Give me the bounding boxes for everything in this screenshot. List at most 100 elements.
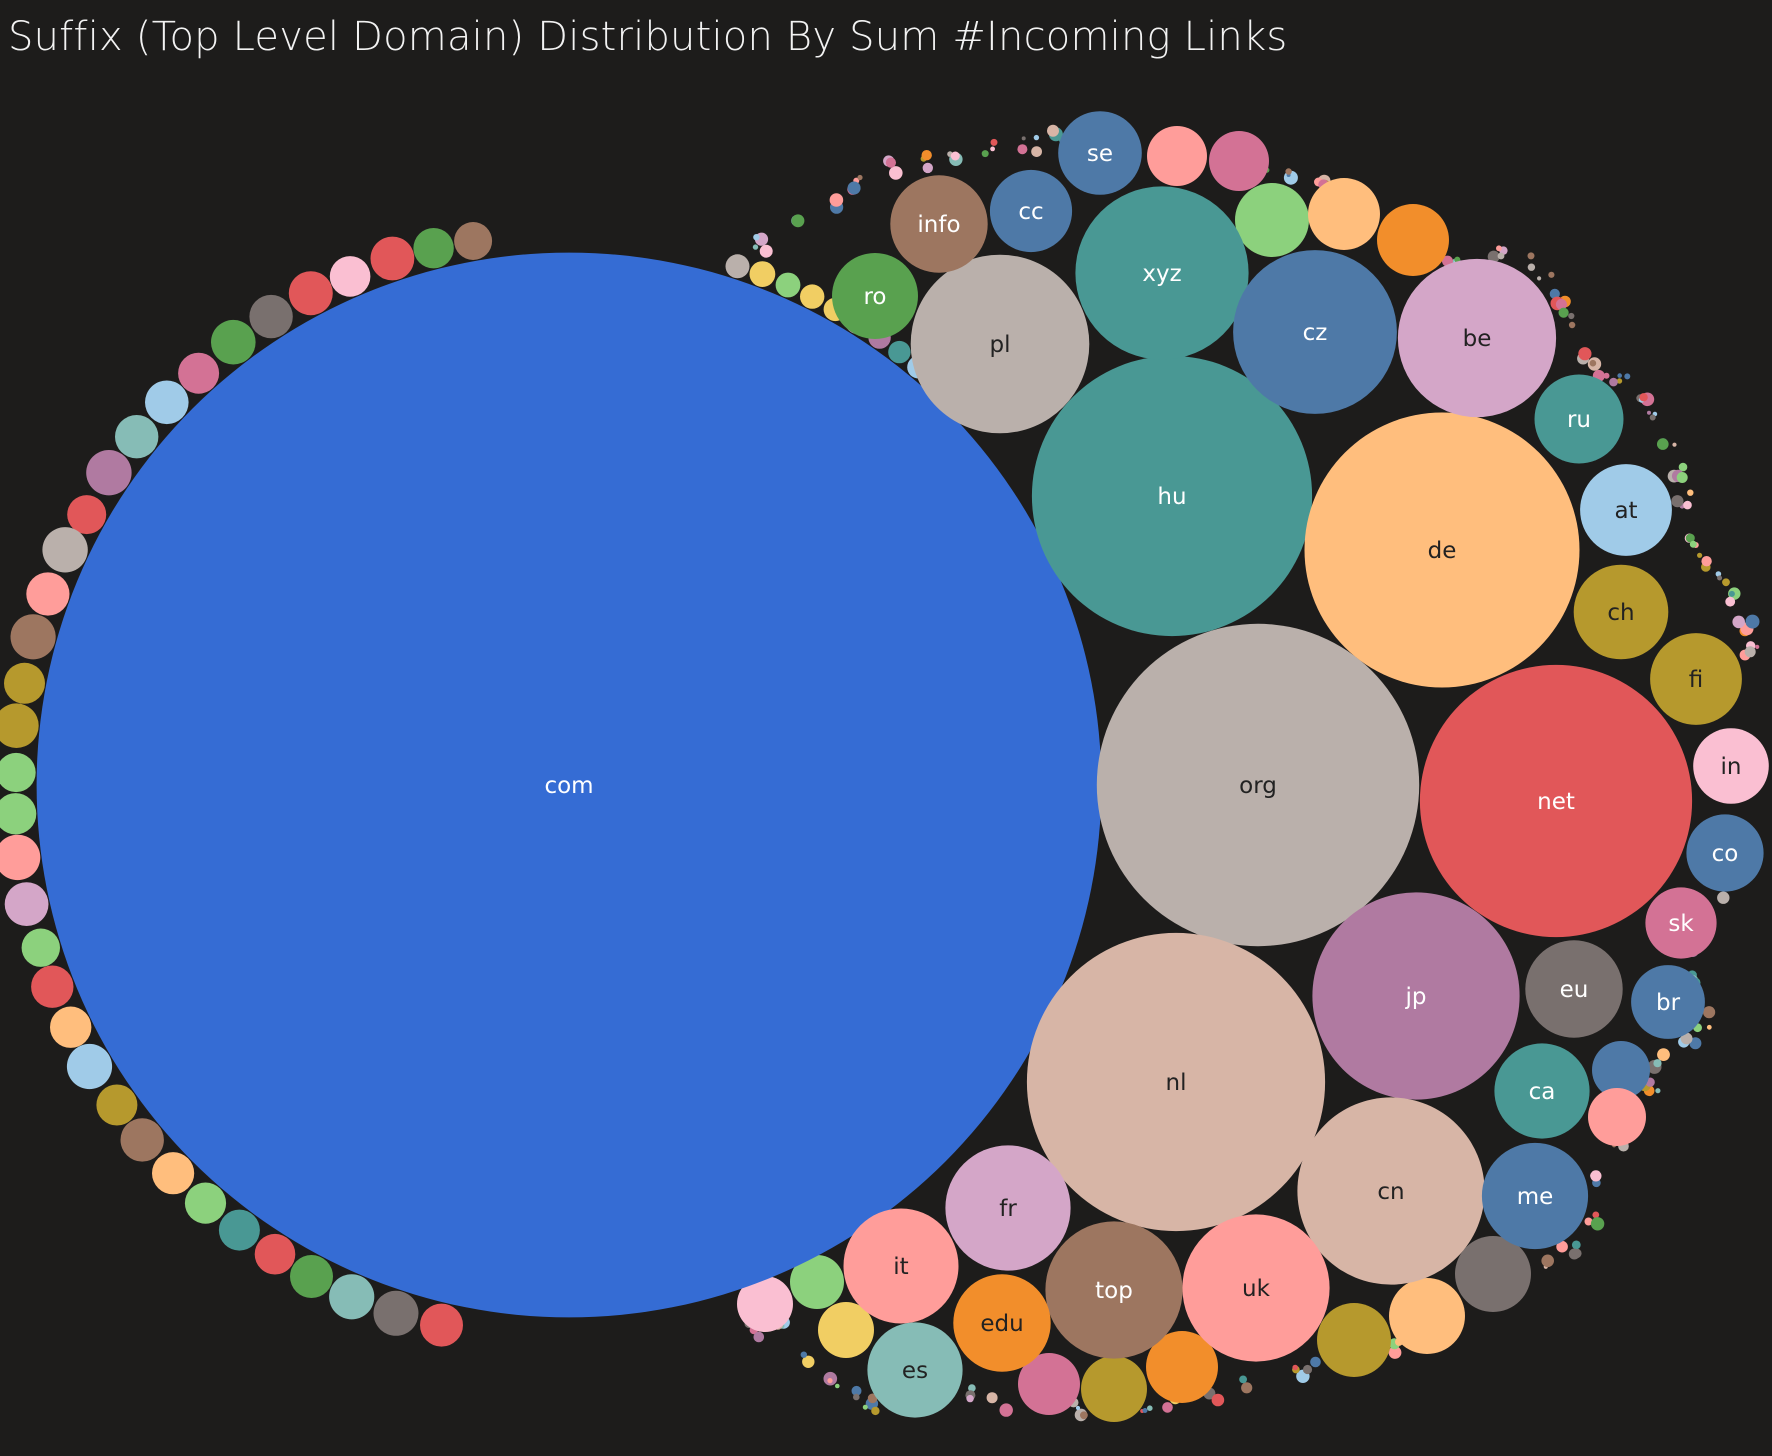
small-bubble[interactable] — [921, 150, 932, 161]
small-bubble[interactable] — [152, 1152, 195, 1195]
small-bubble[interactable] — [86, 450, 132, 496]
small-bubble[interactable] — [1687, 489, 1694, 496]
small-bubble[interactable] — [1590, 1217, 1605, 1231]
bubble-pl[interactable] — [910, 254, 1090, 434]
small-bubble[interactable] — [1584, 1217, 1593, 1226]
small-bubble[interactable] — [1571, 1240, 1581, 1250]
small-bubble[interactable] — [802, 1355, 815, 1369]
small-bubble[interactable] — [847, 181, 861, 195]
small-bubble[interactable] — [853, 1393, 860, 1401]
small-bubble[interactable] — [829, 193, 844, 207]
small-bubble[interactable] — [990, 146, 995, 152]
small-bubble[interactable] — [827, 1378, 833, 1384]
small-bubble[interactable] — [0, 834, 41, 881]
small-bubble[interactable] — [329, 1274, 375, 1320]
bubble-se[interactable] — [1058, 111, 1142, 195]
unlabeled-bubble[interactable] — [1147, 126, 1207, 186]
small-bubble[interactable] — [1744, 646, 1756, 658]
small-bubble[interactable] — [1655, 1088, 1661, 1094]
small-bubble[interactable] — [1556, 1240, 1568, 1253]
small-bubble[interactable] — [120, 1118, 164, 1162]
small-bubble[interactable] — [999, 1403, 1013, 1417]
small-bubble[interactable] — [1732, 615, 1745, 629]
small-bubble[interactable] — [1701, 556, 1712, 567]
small-bubble[interactable] — [1728, 590, 1735, 597]
small-bubble[interactable] — [1497, 252, 1505, 260]
small-bubble[interactable] — [1033, 134, 1040, 141]
small-bubble[interactable] — [1558, 307, 1569, 318]
unlabeled-bubble[interactable] — [737, 1276, 793, 1332]
bubble-fi[interactable] — [1650, 633, 1742, 725]
small-bubble[interactable] — [0, 793, 37, 835]
bubble-cz[interactable] — [1233, 250, 1397, 414]
small-bubble[interactable] — [1678, 462, 1688, 472]
small-bubble[interactable] — [329, 256, 371, 297]
small-bubble[interactable] — [1568, 312, 1575, 320]
small-bubble[interactable] — [753, 234, 760, 241]
small-bubble[interactable] — [1487, 250, 1500, 263]
small-bubble[interactable] — [1578, 347, 1592, 361]
unlabeled-bubble[interactable] — [1592, 1041, 1650, 1099]
small-bubble[interactable] — [288, 271, 333, 316]
small-bubble[interactable] — [1617, 373, 1622, 378]
small-bubble[interactable] — [211, 319, 256, 365]
small-bubble[interactable] — [1568, 321, 1576, 329]
bubble-org[interactable] — [1096, 623, 1420, 947]
small-bubble[interactable] — [749, 261, 776, 287]
bubble-me[interactable] — [1481, 1142, 1589, 1250]
small-bubble[interactable] — [1755, 644, 1760, 650]
small-bubble[interactable] — [115, 415, 159, 459]
small-bubble[interactable] — [990, 138, 998, 146]
small-bubble[interactable] — [862, 1404, 868, 1410]
small-bubble[interactable] — [888, 340, 911, 364]
small-bubble[interactable] — [1603, 372, 1610, 379]
small-bubble[interactable] — [867, 1393, 878, 1404]
small-bubble[interactable] — [0, 752, 36, 793]
bubble-ro[interactable] — [832, 253, 918, 339]
bubble-de[interactable] — [1304, 412, 1580, 688]
small-bubble[interactable] — [1527, 252, 1535, 260]
small-bubble[interactable] — [1211, 1393, 1225, 1407]
small-bubble[interactable] — [96, 1084, 138, 1126]
small-bubble[interactable] — [10, 614, 56, 660]
unlabeled-bubble[interactable] — [1146, 1331, 1218, 1403]
unlabeled-bubble[interactable] — [1588, 1088, 1646, 1146]
bubble-info[interactable] — [890, 175, 988, 273]
bubble-be[interactable] — [1397, 258, 1557, 418]
small-bubble[interactable] — [454, 222, 493, 260]
small-bubble[interactable] — [66, 1043, 113, 1090]
small-bubble[interactable] — [966, 1394, 974, 1403]
small-bubble[interactable] — [1609, 377, 1618, 387]
small-bubble[interactable] — [1685, 533, 1695, 543]
small-bubble[interactable] — [249, 294, 293, 339]
small-bubble[interactable] — [1147, 1405, 1153, 1411]
unlabeled-bubble[interactable] — [818, 1302, 874, 1358]
small-bubble[interactable] — [218, 1209, 260, 1251]
small-bubble[interactable] — [1302, 1364, 1313, 1375]
small-bubble[interactable] — [1689, 1037, 1702, 1050]
bubble-ch[interactable] — [1573, 564, 1669, 660]
small-bubble[interactable] — [1703, 1006, 1716, 1019]
unlabeled-bubble[interactable] — [1209, 131, 1269, 191]
small-bubble[interactable] — [1745, 614, 1760, 629]
small-bubble[interactable] — [889, 166, 903, 180]
small-bubble[interactable] — [1537, 276, 1542, 281]
small-bubble[interactable] — [753, 1331, 765, 1343]
small-bubble[interactable] — [1285, 168, 1292, 175]
bubble-top[interactable] — [1045, 1221, 1183, 1359]
bubble-net[interactable] — [1419, 664, 1693, 938]
small-bubble[interactable] — [290, 1255, 333, 1298]
bubble-es[interactable] — [867, 1322, 963, 1418]
unlabeled-bubble[interactable] — [1235, 183, 1309, 257]
small-bubble[interactable] — [1388, 1346, 1402, 1359]
bubble-br[interactable] — [1631, 965, 1705, 1039]
small-bubble[interactable] — [67, 495, 107, 535]
small-bubble[interactable] — [1715, 571, 1722, 577]
small-bubble[interactable] — [835, 1383, 840, 1389]
small-bubble[interactable] — [145, 380, 189, 425]
small-bubble[interactable] — [981, 150, 989, 158]
small-bubble[interactable] — [1689, 540, 1697, 548]
small-bubble[interactable] — [1162, 1402, 1173, 1413]
small-bubble[interactable] — [370, 236, 415, 281]
small-bubble[interactable] — [254, 1233, 296, 1275]
